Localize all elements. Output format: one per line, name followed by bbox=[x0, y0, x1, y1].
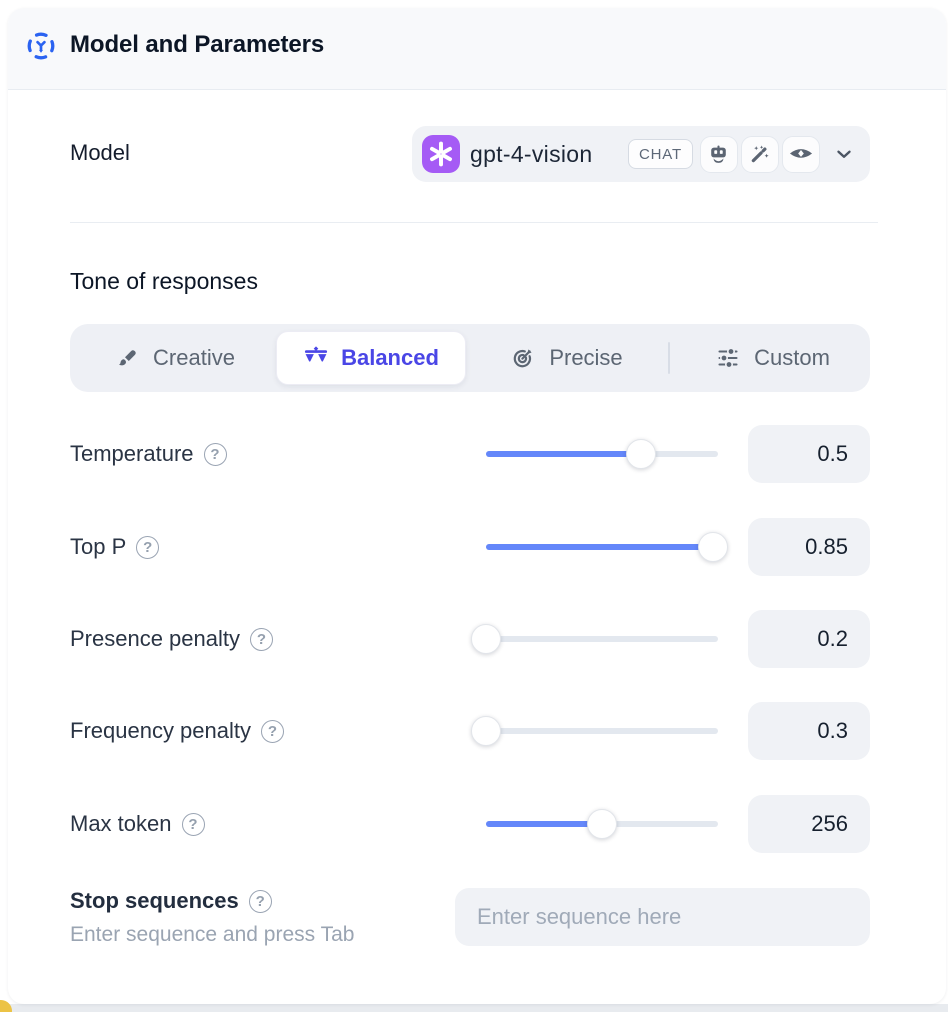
tone-option-label: Precise bbox=[549, 345, 623, 370]
page-background-strip bbox=[0, 1004, 948, 1012]
target-dart-icon bbox=[514, 349, 532, 368]
corner-accent bbox=[0, 1000, 12, 1012]
tone-option-creative[interactable]: Creative bbox=[84, 324, 266, 392]
tone-option-label: Creative bbox=[153, 345, 235, 370]
slider-thumb[interactable] bbox=[471, 624, 501, 654]
segment-divider bbox=[668, 342, 670, 374]
parameter-label: Max token bbox=[70, 811, 172, 836]
balance-scale-icon bbox=[305, 346, 328, 362]
tone-option-custom[interactable]: Custom bbox=[676, 324, 870, 392]
max-token-value[interactable]: 256 bbox=[748, 795, 870, 853]
parameter-row-top-p: Top P ? 0.85 bbox=[70, 518, 870, 576]
parameter-row-temperature: Temperature ? 0.5 bbox=[70, 425, 870, 483]
panel-header bbox=[8, 8, 946, 90]
slider-thumb[interactable] bbox=[471, 716, 501, 746]
temperature-value[interactable]: 0.5 bbox=[748, 425, 870, 483]
parameter-row-presence-penalty: Presence penalty ? 0.2 bbox=[70, 610, 870, 668]
slider-thumb[interactable] bbox=[587, 809, 617, 839]
chat-badge: CHAT bbox=[628, 139, 693, 169]
parameter-label: Temperature bbox=[70, 441, 194, 466]
stop-sequence-input[interactable] bbox=[455, 888, 870, 946]
parameter-row-max-token: Max token ? 256 bbox=[70, 795, 870, 853]
panel-title: Model and Parameters bbox=[70, 31, 325, 58]
section-divider bbox=[70, 222, 878, 223]
slider-thumb[interactable] bbox=[626, 439, 657, 469]
slider-thumb[interactable] bbox=[698, 532, 729, 562]
stop-sequences-hint: Enter sequence and press Tab bbox=[70, 923, 355, 946]
parameter-label: Presence penalty bbox=[70, 626, 240, 651]
help-icon[interactable]: ? bbox=[203, 442, 227, 466]
magic-wand-icon bbox=[740, 135, 779, 173]
tone-heading: Tone of responses bbox=[70, 268, 258, 294]
robot-icon bbox=[699, 135, 738, 173]
help-icon[interactable]: ? bbox=[250, 627, 273, 651]
parameter-label: Top P bbox=[70, 534, 127, 559]
frequency-penalty-value[interactable]: 0.3 bbox=[748, 702, 870, 760]
temperature-slider[interactable] bbox=[486, 439, 718, 469]
tone-option-precise[interactable]: Precise bbox=[476, 324, 658, 392]
presence-penalty-slider[interactable] bbox=[471, 624, 718, 654]
tone-option-label: Balanced bbox=[341, 345, 439, 370]
frequency-penalty-slider[interactable] bbox=[471, 716, 718, 746]
tone-option-balanced[interactable]: Balanced bbox=[276, 331, 466, 385]
max-token-slider[interactable] bbox=[486, 809, 718, 839]
sliders-icon bbox=[718, 347, 738, 369]
model-name: gpt-4-vision bbox=[470, 140, 593, 167]
presence-penalty-value[interactable]: 0.2 bbox=[748, 610, 870, 668]
stop-sequences-row: Stop sequences ? bbox=[70, 888, 272, 914]
top-p-value[interactable]: 0.85 bbox=[748, 518, 870, 576]
parameter-row-frequency-penalty: Frequency penalty ? 0.3 bbox=[70, 702, 870, 760]
help-icon[interactable]: ? bbox=[248, 889, 272, 913]
model-hub-icon bbox=[27, 32, 55, 60]
model-selector[interactable]: gpt-4-vision CHAT bbox=[412, 126, 870, 182]
help-icon[interactable]: ? bbox=[261, 719, 284, 743]
help-icon[interactable]: ? bbox=[181, 812, 205, 836]
paintbrush-icon bbox=[119, 350, 136, 366]
chevron-down-icon[interactable] bbox=[833, 143, 855, 165]
vision-eye-icon bbox=[781, 135, 820, 173]
help-icon[interactable]: ? bbox=[136, 535, 160, 559]
tone-option-label: Custom bbox=[754, 345, 830, 370]
parameter-label: Frequency penalty bbox=[70, 718, 251, 743]
openai-logo bbox=[422, 135, 460, 173]
top-p-slider[interactable] bbox=[486, 532, 729, 562]
stop-sequences-label: Stop sequences bbox=[70, 888, 239, 913]
model-label: Model bbox=[70, 140, 130, 165]
